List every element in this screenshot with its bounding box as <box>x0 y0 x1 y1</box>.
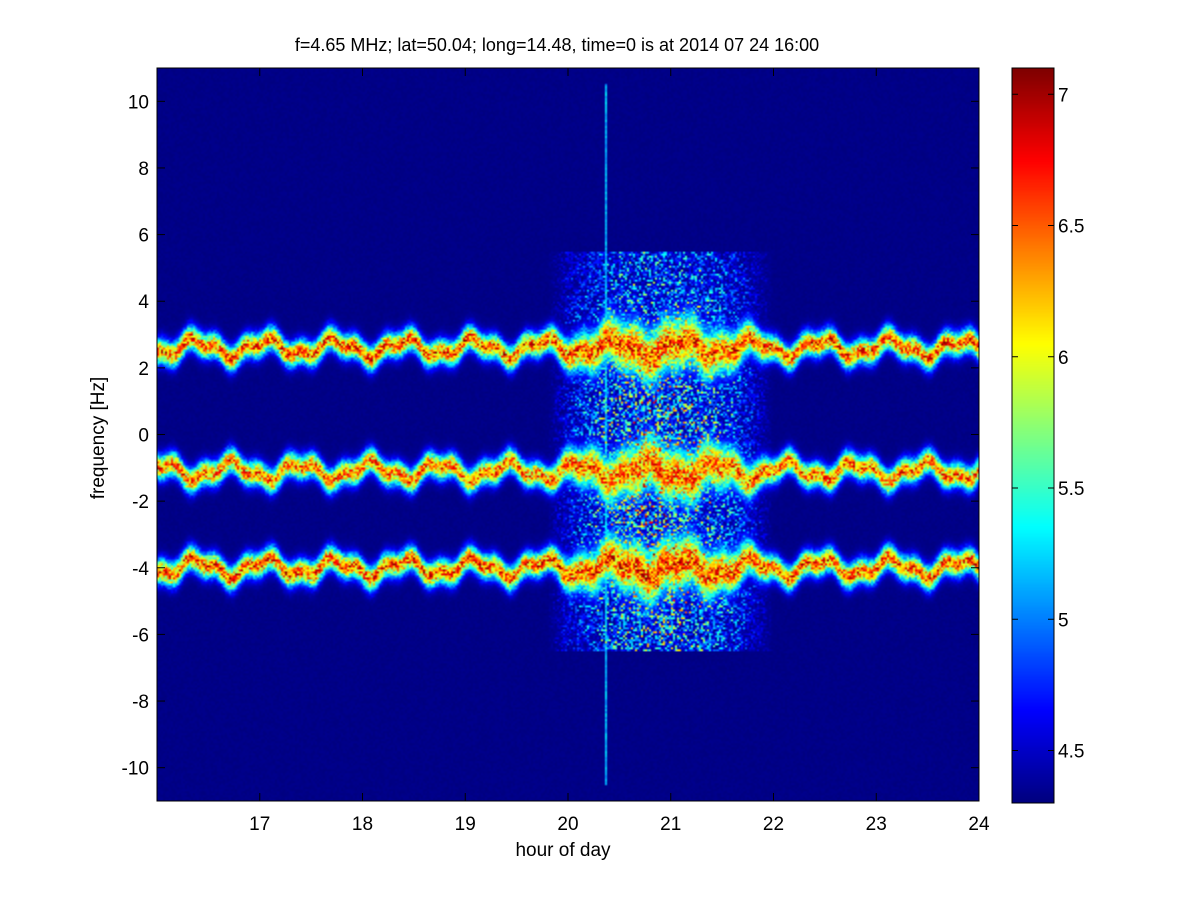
y-tick-label: 2 <box>138 359 149 380</box>
x-axis-ticks: 17 18 19 20 21 22 23 24 <box>249 68 990 835</box>
x-tick-label: 18 <box>352 814 373 835</box>
colorbar: 4.5 5 5.5 6 6.5 7 <box>1011 67 1084 804</box>
y-tick-label: 10 <box>128 92 149 113</box>
x-axis-label: hour of day <box>515 840 611 861</box>
spectrogram-image <box>157 68 979 801</box>
y-axis-ticks: -10 -8 -6 -4 -2 0 2 4 6 8 10 <box>122 92 979 780</box>
y-tick-label: 6 <box>138 226 149 247</box>
colorbar-ticks: 4.5 5 5.5 6 6.5 7 <box>1012 85 1084 763</box>
y-tick-label: -10 <box>122 759 149 780</box>
x-tick-label: 22 <box>763 814 784 835</box>
colorbar-tick-label: 6.5 <box>1058 217 1084 238</box>
colorbar-tick-label: 4.5 <box>1058 742 1084 763</box>
colorbar-tick-label: 5 <box>1058 610 1069 631</box>
y-tick-label: 4 <box>138 292 149 313</box>
y-tick-label: 8 <box>138 159 149 180</box>
y-tick-label: 0 <box>138 426 149 447</box>
x-tick-label: 24 <box>968 814 990 835</box>
y-axis-label: frequency [Hz] <box>88 377 109 500</box>
x-tick-label: 20 <box>557 814 578 835</box>
colorbar-gradient <box>1012 68 1054 803</box>
y-tick-label: -4 <box>132 559 149 580</box>
x-tick-label: 23 <box>866 814 887 835</box>
colorbar-tick-label: 7 <box>1058 85 1069 106</box>
x-tick-label: 21 <box>660 814 681 835</box>
x-tick-label: 17 <box>249 814 270 835</box>
plot-area <box>156 67 980 802</box>
colorbar-tick-label: 6 <box>1058 348 1069 369</box>
colorbar-frame <box>1011 67 1055 804</box>
colorbar-tick-label: 5.5 <box>1058 479 1084 500</box>
y-tick-label: -8 <box>132 692 149 713</box>
y-tick-label: -2 <box>132 492 149 513</box>
chart-title: f=4.65 MHz; lat=50.04; long=14.48, time=… <box>295 35 819 55</box>
y-tick-label: -6 <box>132 625 149 646</box>
x-tick-label: 19 <box>455 814 476 835</box>
